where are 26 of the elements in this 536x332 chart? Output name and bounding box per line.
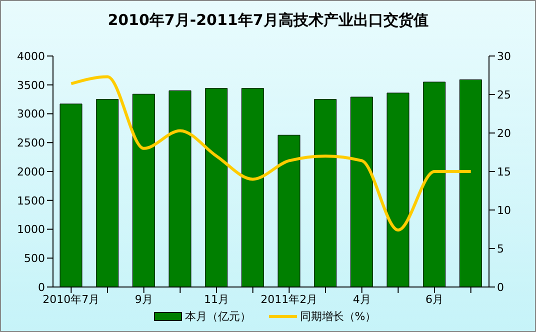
x-tick-label: 2010年7月 (42, 292, 100, 306)
x-tick-label: 11月 (204, 292, 229, 306)
y2-tick-label: 25 (497, 88, 511, 102)
line-series (70, 75, 472, 232)
y2-tick-label: 20 (497, 126, 511, 140)
y-tick-label: 0 (38, 280, 45, 294)
y-tick-label: 1000 (17, 223, 45, 236)
y-tick-label: 2000 (17, 165, 45, 178)
y-tick-label: 3500 (17, 78, 45, 92)
y-tick-label: 500 (24, 252, 45, 266)
y2-tick-label: 0 (497, 280, 504, 294)
y-tick-label: 2500 (17, 136, 45, 150)
y2-tick-label: 10 (497, 204, 511, 217)
y2-tick-label: 15 (497, 165, 511, 178)
legend-label: 同期增长（%） (300, 309, 376, 324)
y2-tick-label: 5 (497, 242, 504, 256)
chart-title: 2010年7月-2011年7月高技术产业出口交货值 (106, 11, 430, 30)
y-tick-label: 4000 (17, 50, 45, 63)
x-tick-label: 4月 (352, 292, 371, 306)
y-tick-label: 1500 (17, 194, 45, 208)
legend-label: 本月（亿元） (184, 309, 251, 324)
x-tick-label: 6月 (426, 292, 444, 306)
y-tick-label: 3000 (17, 108, 45, 121)
y2-tick-label: 30 (497, 50, 511, 63)
x-tick-label: 2011年2月 (260, 292, 318, 306)
x-tick-label: 9月 (134, 292, 153, 306)
